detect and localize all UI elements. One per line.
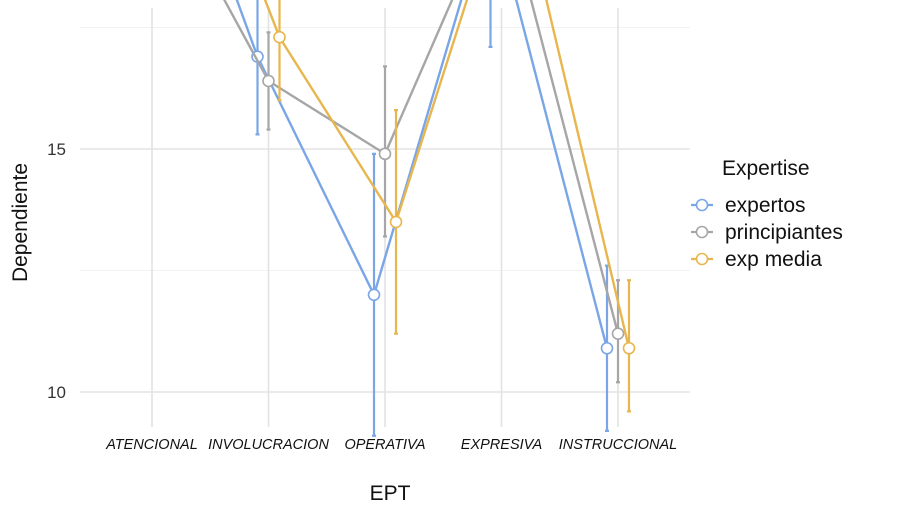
legend-label: principiantes: [725, 221, 843, 244]
x-tick-label: INVOLUCRACION: [208, 437, 329, 453]
series-principiantes: [223, 0, 625, 384]
legend-title: Expertise: [722, 157, 810, 180]
data-point: [389, 215, 403, 229]
legend-item: exp media: [691, 248, 822, 271]
x-tick-label: EXPRESIVA: [461, 437, 542, 453]
x-axis-ticks: ATENCIONAL INVOLUCRACION OPERATIVA EXPRESIV…: [105, 437, 677, 453]
data-point: [378, 147, 392, 161]
data-point: [611, 327, 625, 340]
data-point: [367, 288, 381, 302]
legend-item: principiantes: [691, 221, 843, 244]
legend-label: exp media: [725, 248, 822, 271]
y-axis-title: Dependiente: [9, 163, 32, 282]
legend-item: expertos: [691, 194, 806, 217]
x-tick-label: OPERATIVA: [344, 437, 425, 453]
legend: Expertise expertos principiantes exp media: [691, 157, 843, 271]
y-axis-ticks: 10152025: [47, 140, 66, 402]
y-tick-label: 15: [47, 140, 66, 159]
data-point: [273, 30, 286, 44]
legend-key-point: [695, 225, 709, 239]
data-point: [600, 341, 614, 355]
legend-label: expertos: [725, 194, 806, 217]
series-group: [223, 0, 636, 437]
data-point: [622, 341, 636, 355]
data-point: [262, 74, 275, 88]
series-expertos: [235, 0, 614, 437]
legend-key-point: [695, 252, 709, 266]
x-tick-label: ATENCIONAL: [105, 437, 198, 453]
x-axis-title: EPT: [370, 482, 411, 505]
x-tick-label: INSTRUCCIONAL: [559, 437, 677, 453]
series-exp-media: [263, 0, 636, 413]
y-tick-label: 10: [47, 383, 66, 402]
legend-key-point: [695, 198, 709, 212]
